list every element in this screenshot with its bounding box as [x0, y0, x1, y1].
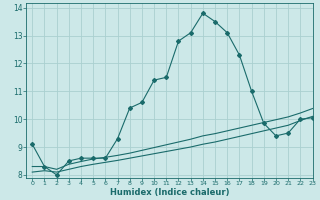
X-axis label: Humidex (Indice chaleur): Humidex (Indice chaleur)	[109, 188, 229, 197]
